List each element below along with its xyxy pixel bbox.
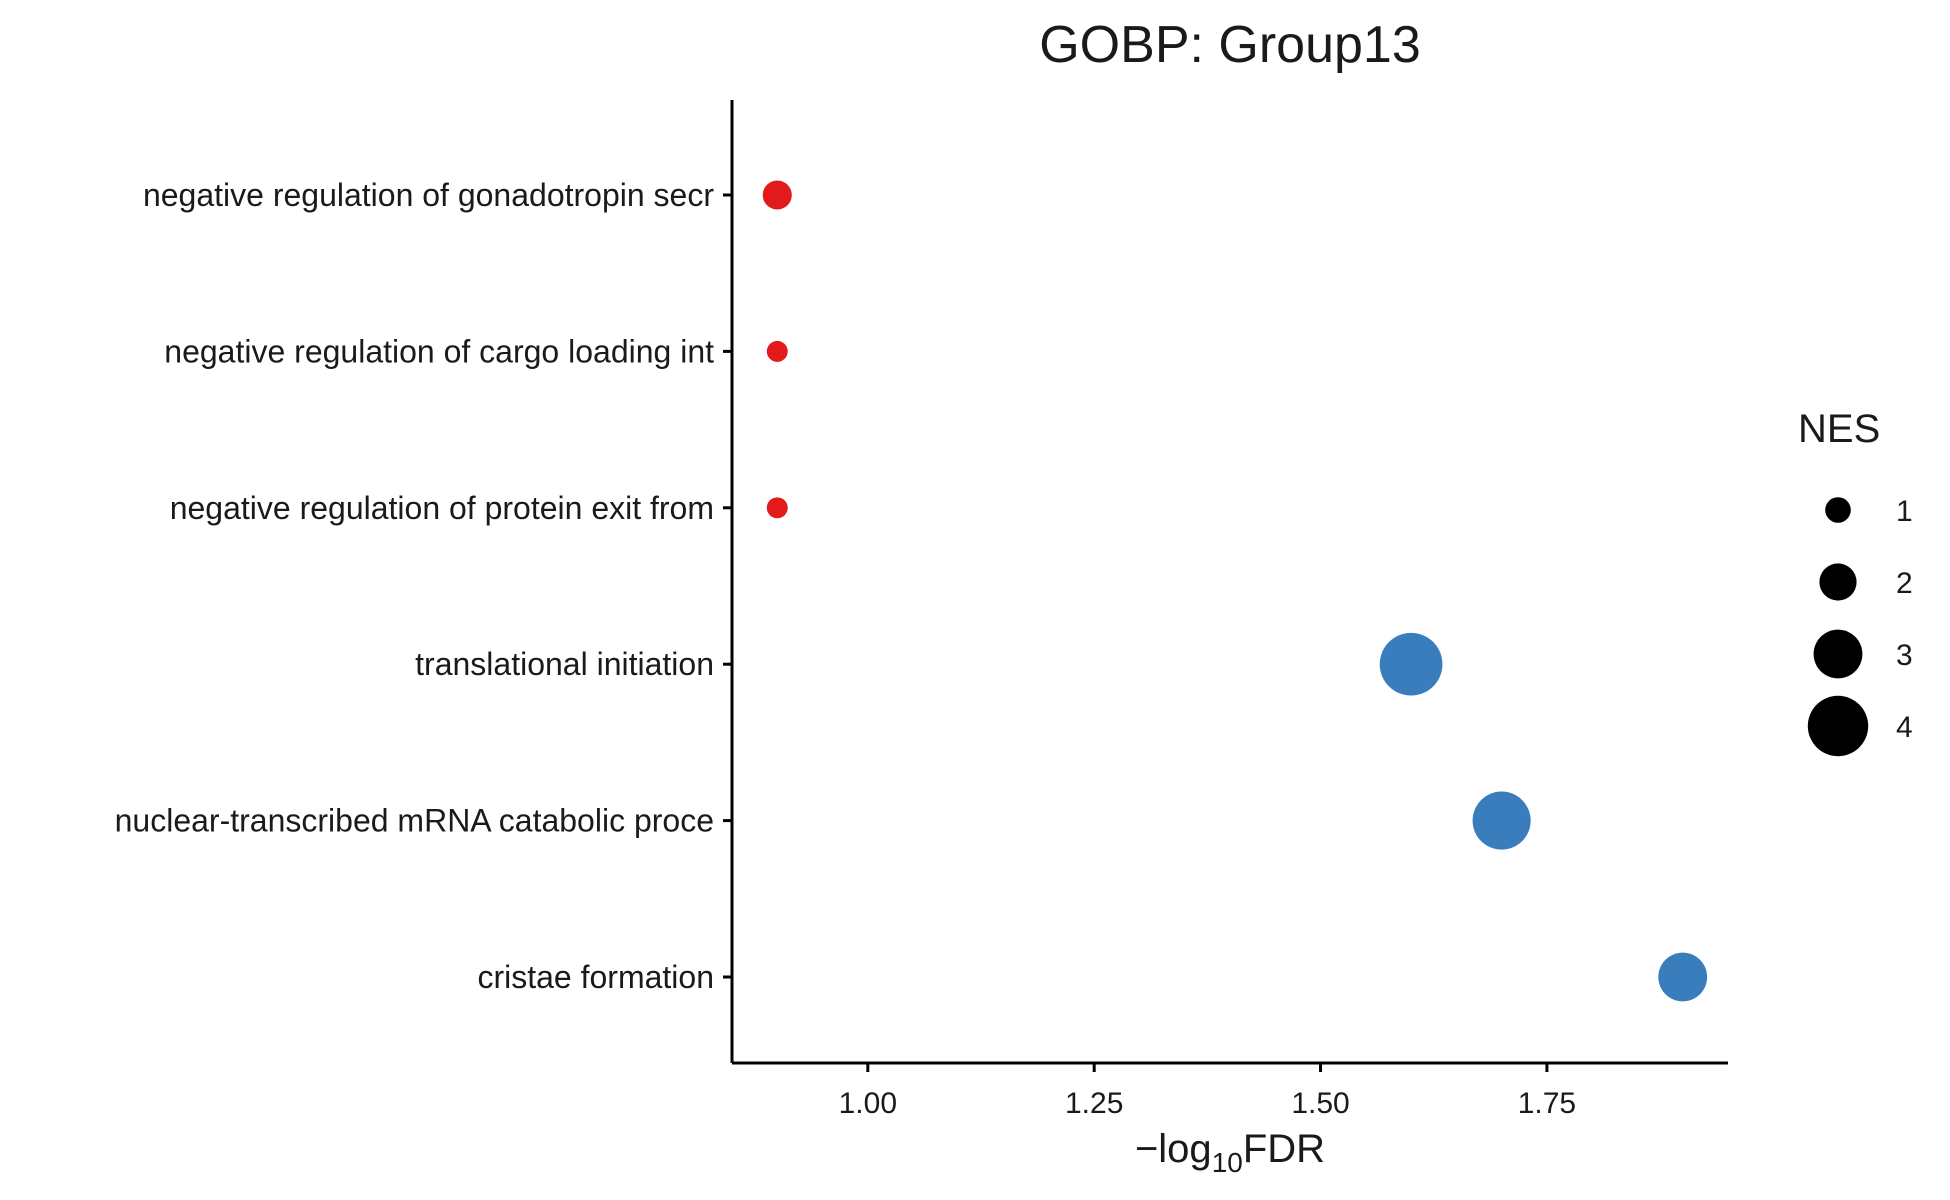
legend: NES 1 2 3 4	[1798, 407, 1913, 757]
y-tick-label: negative regulation of cargo loading int	[164, 333, 714, 369]
legend-label: 3	[1896, 639, 1913, 672]
x-tick-label: 1.75	[1518, 1087, 1576, 1120]
data-points	[762, 180, 1708, 1002]
y-axis-categories: negative regulation of gonadotropin secr…	[115, 177, 732, 995]
x-tick-label: 1.25	[1065, 1087, 1123, 1120]
legend-label: 4	[1896, 711, 1913, 744]
legend-entries: 1 2 3 4	[1807, 495, 1913, 757]
data-point	[1379, 632, 1443, 696]
x-axis-label-suffix: FDR	[1243, 1127, 1325, 1171]
legend-label: 2	[1896, 567, 1913, 600]
y-tick-label: translational initiation	[415, 646, 714, 682]
legend-title: NES	[1798, 407, 1880, 451]
y-tick-label: negative regulation of protein exit from	[170, 490, 714, 526]
data-point	[766, 340, 788, 362]
data-point	[1658, 952, 1708, 1002]
legend-label: 1	[1896, 495, 1913, 528]
legend-key	[1807, 695, 1869, 757]
x-tick-label: 1.50	[1291, 1087, 1349, 1120]
plot-area: negative regulation of gonadotropin secr…	[115, 100, 1728, 1120]
data-point	[1472, 791, 1531, 850]
x-axis-label-prefix: −log	[1135, 1127, 1212, 1171]
x-axis-ticks: 1.00 1.25 1.50 1.75	[839, 1063, 1576, 1120]
legend-key	[1813, 629, 1863, 679]
y-tick-label: nuclear-transcribed mRNA catabolic proce	[115, 803, 714, 839]
y-tick-label: negative regulation of gonadotropin secr	[143, 177, 714, 213]
data-point	[766, 497, 788, 519]
x-tick-label: 1.00	[839, 1087, 897, 1120]
chart-title: GOBP: Group13	[1039, 16, 1421, 74]
legend-key	[1819, 563, 1857, 601]
legend-key	[1825, 497, 1851, 523]
data-point	[762, 180, 792, 210]
x-axis-label-subscript: 10	[1212, 1147, 1243, 1178]
x-axis-label: −log10FDR	[1135, 1127, 1325, 1178]
y-tick-label: cristae formation	[477, 959, 714, 995]
